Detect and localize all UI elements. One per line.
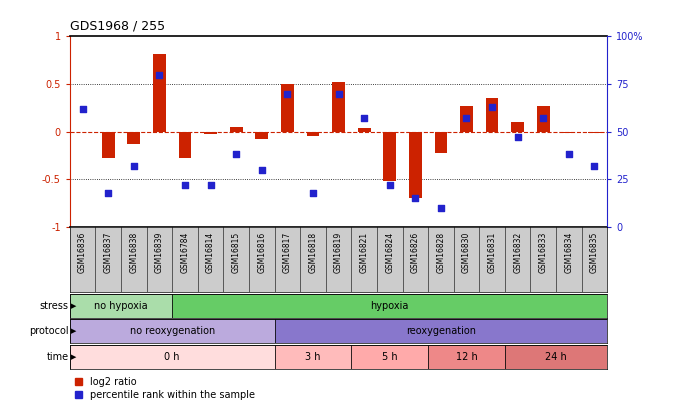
- Point: [487, 104, 498, 110]
- Text: reoxygenation: reoxygenation: [406, 326, 476, 336]
- Bar: [460, 106, 473, 132]
- Point: [384, 182, 395, 188]
- Text: GSM16831: GSM16831: [488, 232, 496, 273]
- Text: GSM16819: GSM16819: [334, 232, 343, 273]
- Text: time: time: [46, 352, 68, 362]
- Bar: [281, 84, 294, 132]
- Bar: [172, 294, 607, 318]
- Bar: [230, 127, 243, 132]
- Point: [282, 90, 293, 97]
- Text: 12 h: 12 h: [456, 352, 477, 362]
- Point: [307, 189, 318, 196]
- Bar: [274, 319, 607, 343]
- Bar: [70, 345, 274, 369]
- Bar: [428, 345, 505, 369]
- Bar: [204, 132, 217, 134]
- Point: [436, 205, 447, 211]
- Text: GSM16814: GSM16814: [206, 232, 215, 273]
- Text: GSM16835: GSM16835: [590, 232, 599, 273]
- Text: GSM16817: GSM16817: [283, 232, 292, 273]
- Point: [333, 90, 344, 97]
- Text: hypoxia: hypoxia: [371, 301, 409, 311]
- Bar: [153, 53, 165, 132]
- Bar: [127, 132, 140, 144]
- Text: GSM16838: GSM16838: [129, 232, 138, 273]
- Bar: [383, 132, 396, 181]
- Text: GSM16826: GSM16826: [411, 232, 419, 273]
- Bar: [102, 132, 114, 158]
- Text: ▶: ▶: [71, 303, 77, 309]
- Point: [205, 182, 216, 188]
- Point: [103, 189, 114, 196]
- Text: ▶: ▶: [71, 354, 77, 360]
- Point: [512, 134, 524, 141]
- Point: [77, 106, 88, 112]
- Point: [154, 71, 165, 78]
- Bar: [486, 98, 498, 132]
- Bar: [434, 132, 447, 153]
- Bar: [306, 132, 319, 136]
- Point: [179, 182, 191, 188]
- Text: GDS1968 / 255: GDS1968 / 255: [70, 19, 165, 32]
- Text: stress: stress: [39, 301, 68, 311]
- Text: GSM16816: GSM16816: [258, 232, 266, 273]
- Text: GSM16824: GSM16824: [385, 232, 394, 273]
- Point: [128, 163, 140, 169]
- Text: 24 h: 24 h: [545, 352, 567, 362]
- Text: GSM16815: GSM16815: [232, 232, 241, 273]
- Point: [256, 166, 267, 173]
- Bar: [409, 132, 422, 198]
- Text: no reoxygenation: no reoxygenation: [130, 326, 215, 336]
- Text: GSM16833: GSM16833: [539, 232, 548, 273]
- Bar: [332, 82, 345, 132]
- Legend: log2 ratio, percentile rank within the sample: log2 ratio, percentile rank within the s…: [75, 377, 255, 400]
- Text: GSM16836: GSM16836: [78, 232, 87, 273]
- Point: [563, 151, 574, 158]
- Bar: [274, 345, 351, 369]
- Point: [410, 195, 421, 202]
- Bar: [511, 122, 524, 132]
- Text: 5 h: 5 h: [382, 352, 398, 362]
- Text: GSM16818: GSM16818: [309, 232, 318, 273]
- Text: 0 h: 0 h: [165, 352, 180, 362]
- Bar: [505, 345, 607, 369]
- Text: GSM16837: GSM16837: [104, 232, 112, 273]
- Text: GSM16832: GSM16832: [513, 232, 522, 273]
- Text: 3 h: 3 h: [305, 352, 320, 362]
- Text: ▶: ▶: [71, 328, 77, 334]
- Text: GSM16834: GSM16834: [565, 232, 573, 273]
- Point: [537, 115, 549, 122]
- Text: GSM16839: GSM16839: [155, 232, 164, 273]
- Bar: [358, 128, 371, 132]
- Bar: [179, 132, 191, 158]
- Bar: [537, 106, 549, 132]
- Point: [461, 115, 472, 122]
- Bar: [70, 294, 172, 318]
- Text: GSM16821: GSM16821: [359, 232, 369, 273]
- Text: GSM16828: GSM16828: [436, 232, 445, 273]
- Bar: [70, 319, 274, 343]
- Bar: [351, 345, 428, 369]
- Point: [359, 115, 370, 122]
- Text: GSM16830: GSM16830: [462, 232, 471, 273]
- Point: [589, 163, 600, 169]
- Text: GSM16784: GSM16784: [181, 232, 189, 273]
- Point: [230, 151, 242, 158]
- Text: protocol: protocol: [29, 326, 68, 336]
- Bar: [255, 132, 268, 139]
- Text: no hypoxia: no hypoxia: [94, 301, 148, 311]
